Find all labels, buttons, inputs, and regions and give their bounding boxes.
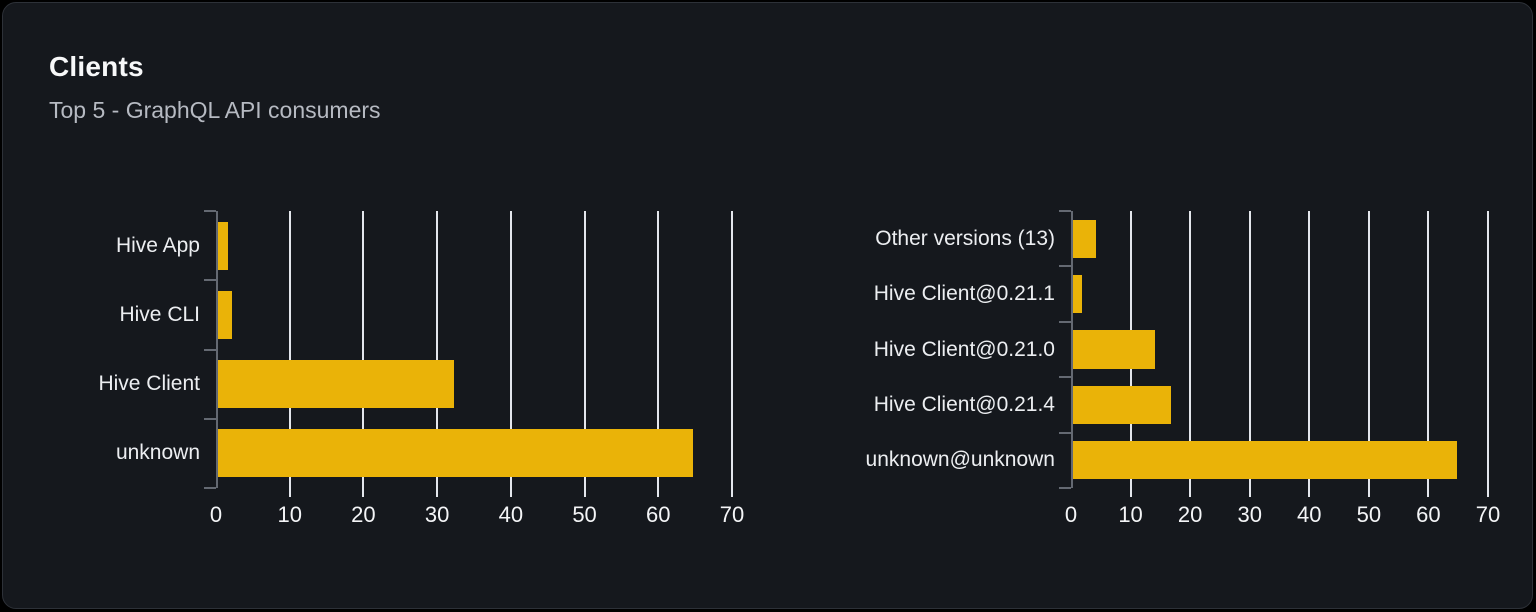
card-subtitle: Top 5 - GraphQL API consumers — [49, 97, 381, 123]
category-label: unknown — [115, 441, 200, 465]
category-label: unknown@unknown — [865, 448, 1055, 472]
gridline — [731, 211, 733, 497]
x-axis-tick-label: 20 — [1177, 502, 1203, 527]
bar-hive-client-0.21.0[interactable] — [1073, 330, 1156, 369]
x-axis-tick-label: 60 — [1416, 502, 1441, 527]
x-axis-tick-label: 50 — [1356, 502, 1382, 527]
gridline — [436, 211, 439, 497]
x-axis-tick-label: 50 — [572, 502, 597, 527]
gridline — [288, 211, 291, 497]
bar-hive-client-0.21.1[interactable] — [1073, 274, 1082, 314]
y-axis-category-labels: Hive App Hive CLI Hive Client unknown — [49, 211, 216, 488]
y-axis-line — [1071, 211, 1073, 488]
x-axis-tick-label: 10 — [277, 502, 302, 527]
y-axis-tick — [204, 417, 216, 420]
y-axis-tick — [204, 279, 216, 282]
bar-unknown[interactable] — [218, 429, 694, 478]
bar-other-versions-13-[interactable] — [1073, 219, 1096, 258]
gridline — [1367, 211, 1370, 497]
x-axis-tick-label: 60 — [646, 502, 671, 527]
plot-area: 0 10 20 30 40 50 60 70 — [1059, 210, 1500, 527]
category-label: Hive Client@0.21.4 — [873, 392, 1055, 416]
bar-hive-cli[interactable] — [218, 290, 232, 339]
x-axis-tick-label: 30 — [424, 502, 450, 527]
clients-bar-chart: Hive App Hive CLI Hive Client unknown 0 10 20… — [49, 210, 744, 527]
x-axis-tick-label: 0 — [209, 502, 223, 527]
x-axis-tick-label: 0 — [1064, 502, 1078, 527]
y-axis-tick — [204, 348, 216, 351]
bar-hive-client-0.21.4[interactable] — [1073, 385, 1172, 424]
y-axis-tick — [204, 210, 216, 212]
y-axis-tick — [1059, 376, 1071, 379]
x-axis-tick-label: 40 — [1297, 502, 1322, 527]
category-label: Hive Client@0.21.0 — [873, 337, 1055, 361]
gridline — [1248, 211, 1251, 497]
gridline — [583, 211, 586, 497]
bar-hive-client[interactable] — [218, 360, 454, 408]
y-axis-tick — [1059, 265, 1071, 268]
x-axis-tick-label: 70 — [1475, 502, 1501, 527]
gridline — [1487, 211, 1489, 497]
gridline — [362, 211, 365, 497]
gridline — [1427, 211, 1430, 497]
y-axis-line — [216, 211, 218, 488]
x-axis-tick-label: 70 — [719, 502, 745, 527]
y-axis-tick — [1059, 210, 1071, 212]
card-title: Clients — [49, 51, 144, 82]
charts-row: Hive App Hive CLI Hive Client unknown 0 10 20… — [3, 210, 1532, 527]
bar-unknown-unknown[interactable] — [1073, 441, 1458, 480]
category-label: Hive CLI — [119, 302, 200, 326]
x-axis-tick-label: 10 — [1118, 502, 1143, 527]
y-axis-tick — [1059, 431, 1071, 434]
category-label: Hive App — [115, 233, 200, 257]
x-axis-tick-label: 20 — [351, 502, 376, 527]
category-label: Hive Client — [98, 372, 200, 396]
x-axis-tick-label: 30 — [1237, 502, 1262, 527]
gridline — [1308, 211, 1311, 497]
gridline — [657, 211, 660, 497]
y-axis-tick — [204, 487, 216, 489]
x-axis-tick-label: 40 — [498, 502, 524, 527]
gridline — [509, 211, 512, 497]
plot-area: 0 10 20 30 40 50 60 70 — [204, 210, 744, 527]
client-versions-bar-chart: Other versions (13) Hive Client@0.21.1 Hiv… — [826, 210, 1500, 527]
category-label: Other versions (13) — [875, 226, 1055, 250]
y-axis-tick — [1059, 487, 1071, 489]
y-axis-category-labels: Other versions (13) Hive Client@0.21.1 Hiv… — [826, 211, 1071, 488]
gridline — [1189, 211, 1192, 497]
category-label: Hive Client@0.21.1 — [873, 282, 1055, 306]
bar-hive-app[interactable] — [218, 221, 228, 270]
y-axis-tick — [1059, 320, 1071, 323]
